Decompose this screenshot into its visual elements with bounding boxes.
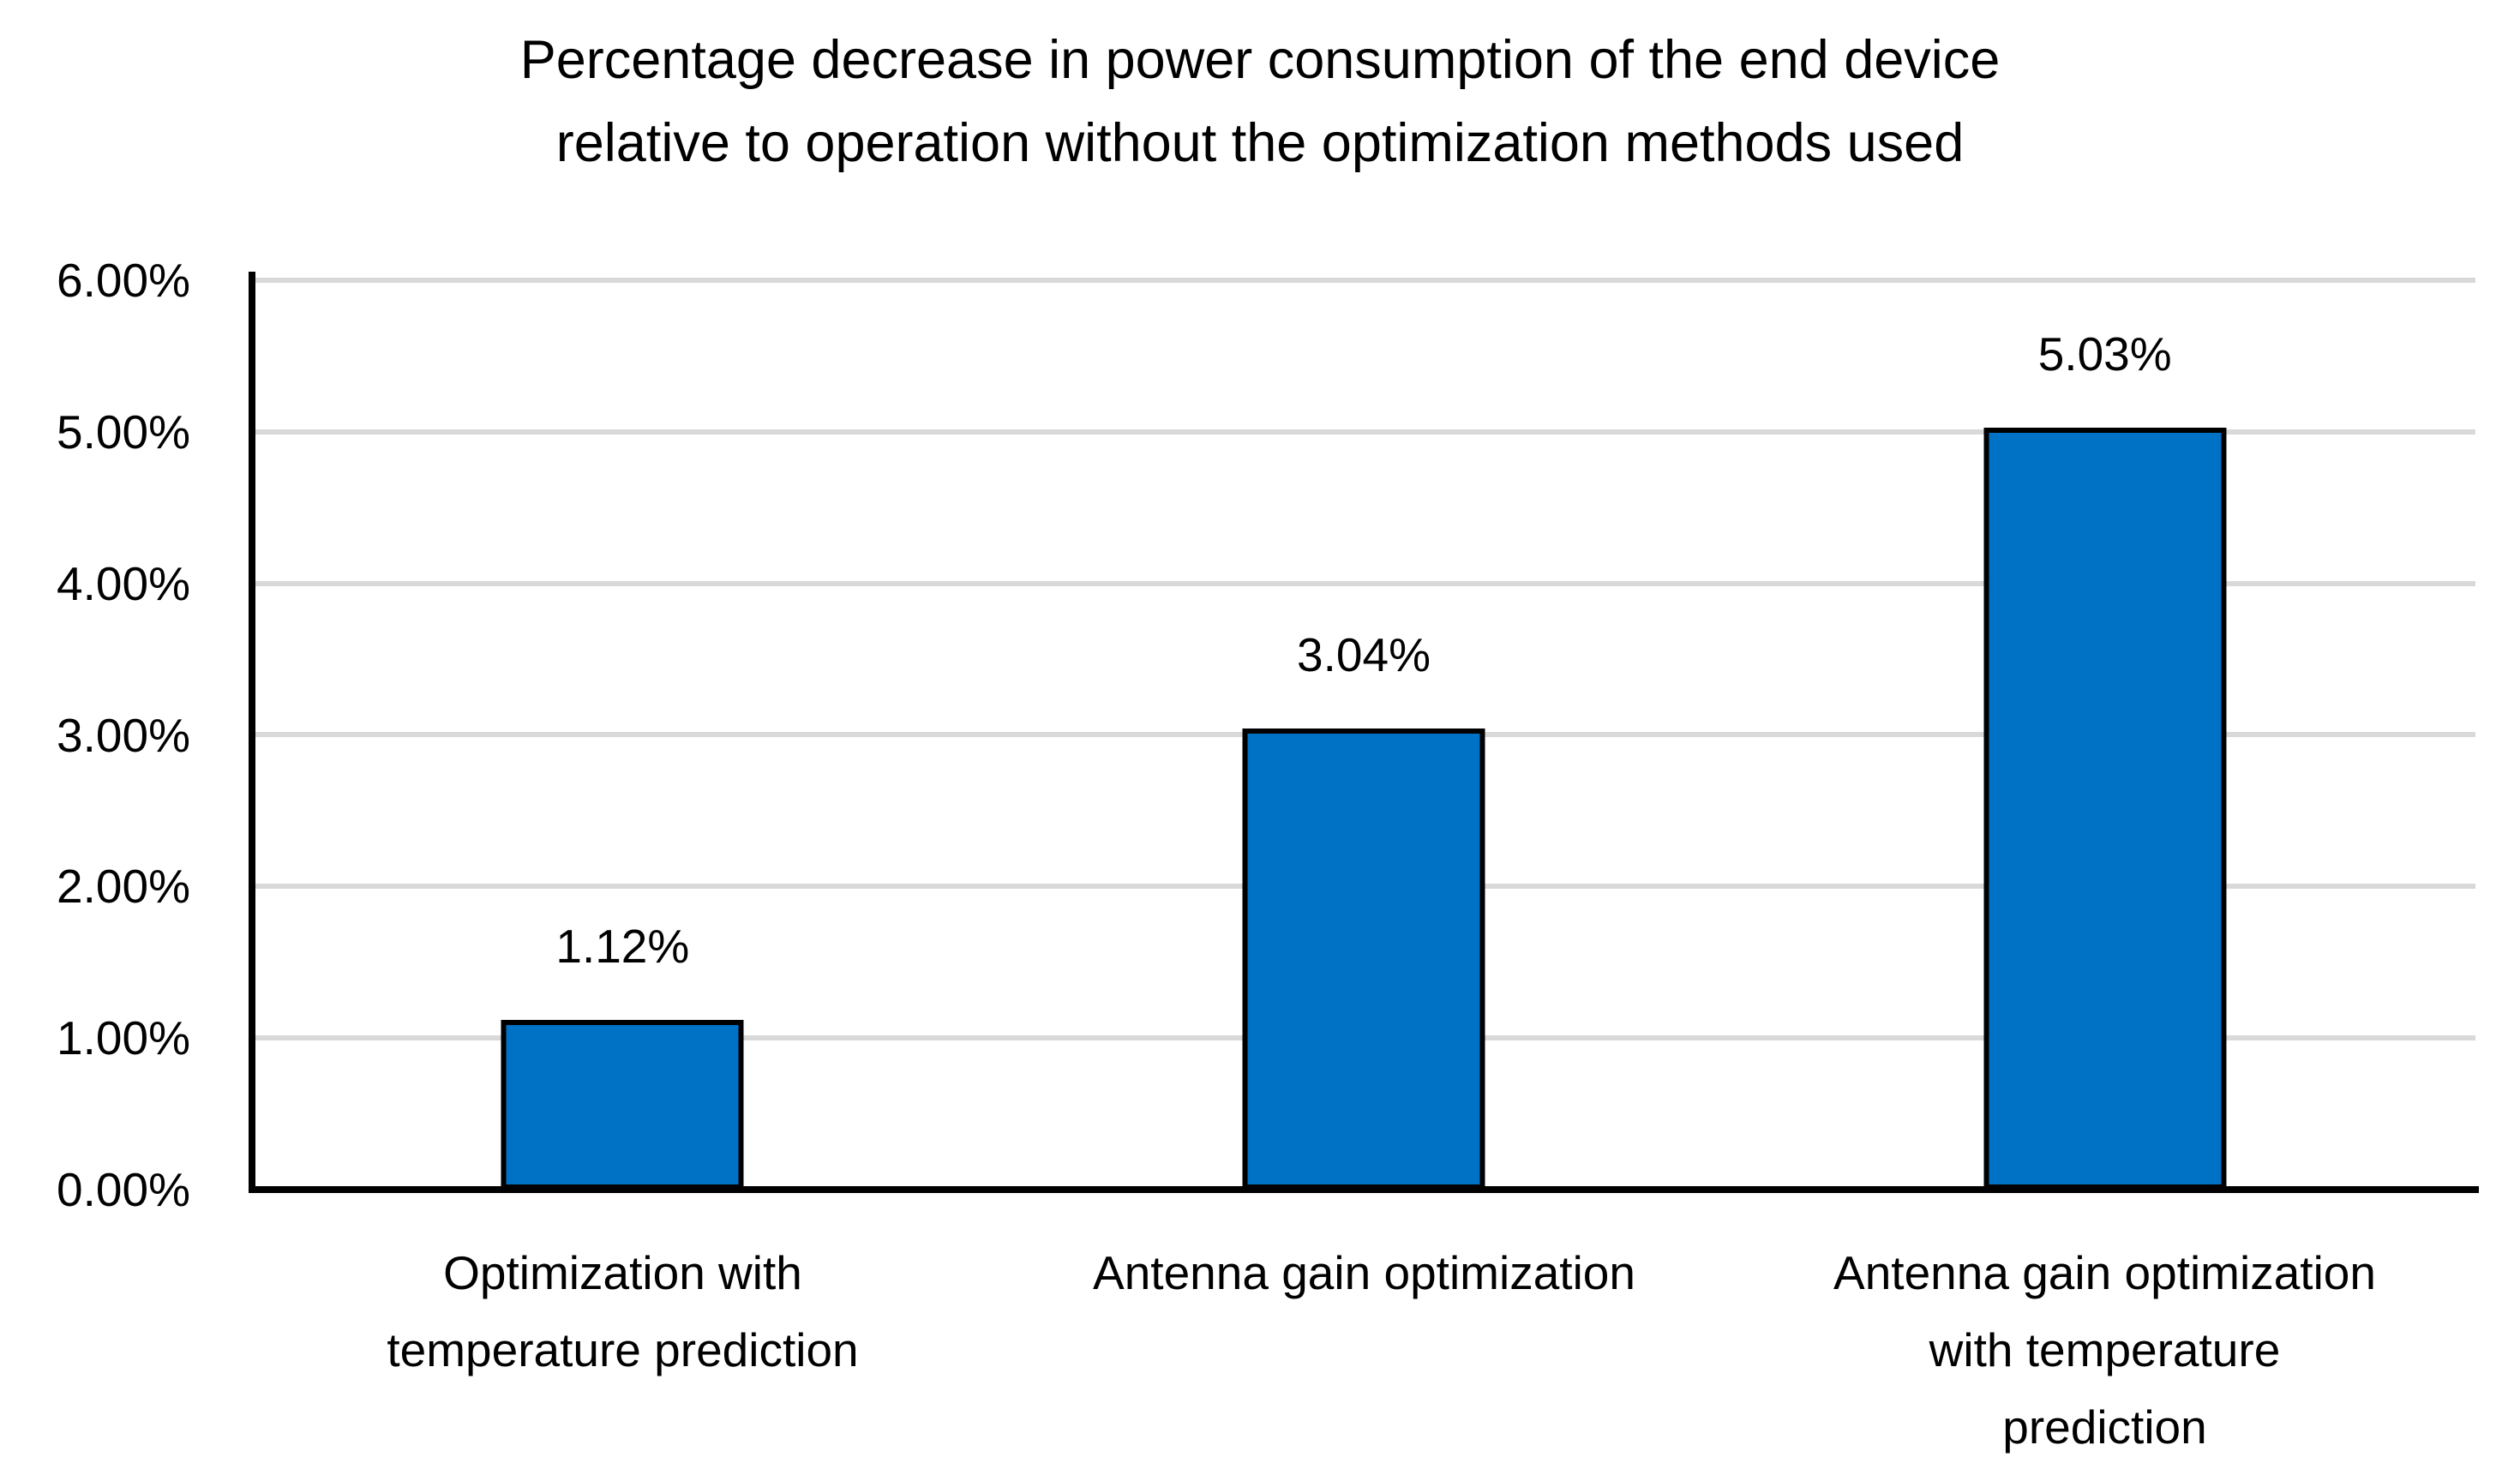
category-3-line-2: with temperature <box>1929 1323 2281 1376</box>
x-axis-line <box>249 1186 2479 1193</box>
gridline-4pct <box>252 581 2475 586</box>
x-axis-category-label-2: Antenna gain optimization <box>993 1234 1735 1311</box>
gridline-5pct <box>252 429 2475 435</box>
y-axis-tick-label-4: 4.00% <box>57 557 190 610</box>
chart-title: Percentage decrease in power consumption… <box>0 19 2520 185</box>
category-3-line-1: Antenna gain optimization <box>1833 1246 2376 1299</box>
bar-antenna-gain-optimization <box>1242 729 1485 1190</box>
y-axis-line <box>249 272 255 1190</box>
bar-value-label-1: 1.12% <box>555 919 690 973</box>
category-1-line-1: Optimization with <box>443 1246 802 1299</box>
bar-optimization-with-temperature-prediction <box>501 1019 744 1190</box>
bar-slot-3: 5.03% <box>1734 280 2475 1190</box>
y-axis-tick-label-5: 5.00% <box>57 405 190 459</box>
y-axis-tick-label-1: 1.00% <box>57 1011 190 1064</box>
y-axis-tick-label-6: 6.00% <box>57 254 190 307</box>
y-axis-tick-label-3: 3.00% <box>57 709 190 762</box>
plot-area: 1.12% 3.04% 5.03% <box>249 272 2479 1193</box>
category-3-line-3: prediction <box>2002 1400 2207 1454</box>
gridline-6pct <box>252 278 2475 283</box>
category-2-line-1: Antenna gain optimization <box>1093 1246 1635 1299</box>
chart-title-line-1: Percentage decrease in power consumption… <box>519 30 2001 90</box>
bar-value-label-2: 3.04% <box>1297 628 1431 682</box>
x-axis-category-label-1: Optimization with temperature prediction <box>252 1234 993 1388</box>
chart-title-line-2: relative to operation without the optimi… <box>555 113 1965 173</box>
category-1-line-2: temperature prediction <box>387 1323 859 1376</box>
y-axis-tick-label-2: 2.00% <box>57 860 190 913</box>
bar-value-label-3: 5.03% <box>2037 327 2172 381</box>
x-axis-category-label-3: Antenna gain optimization with temperatu… <box>1734 1234 2475 1466</box>
bar-antenna-gain-optimization-with-temperature-prediction <box>1983 427 2227 1190</box>
bars-region: 1.12% 3.04% 5.03% <box>252 280 2475 1190</box>
bar-slot-2: 3.04% <box>993 280 1735 1190</box>
y-axis-tick-label-0: 0.00% <box>57 1163 190 1216</box>
bar-slot-1: 1.12% <box>252 280 993 1190</box>
